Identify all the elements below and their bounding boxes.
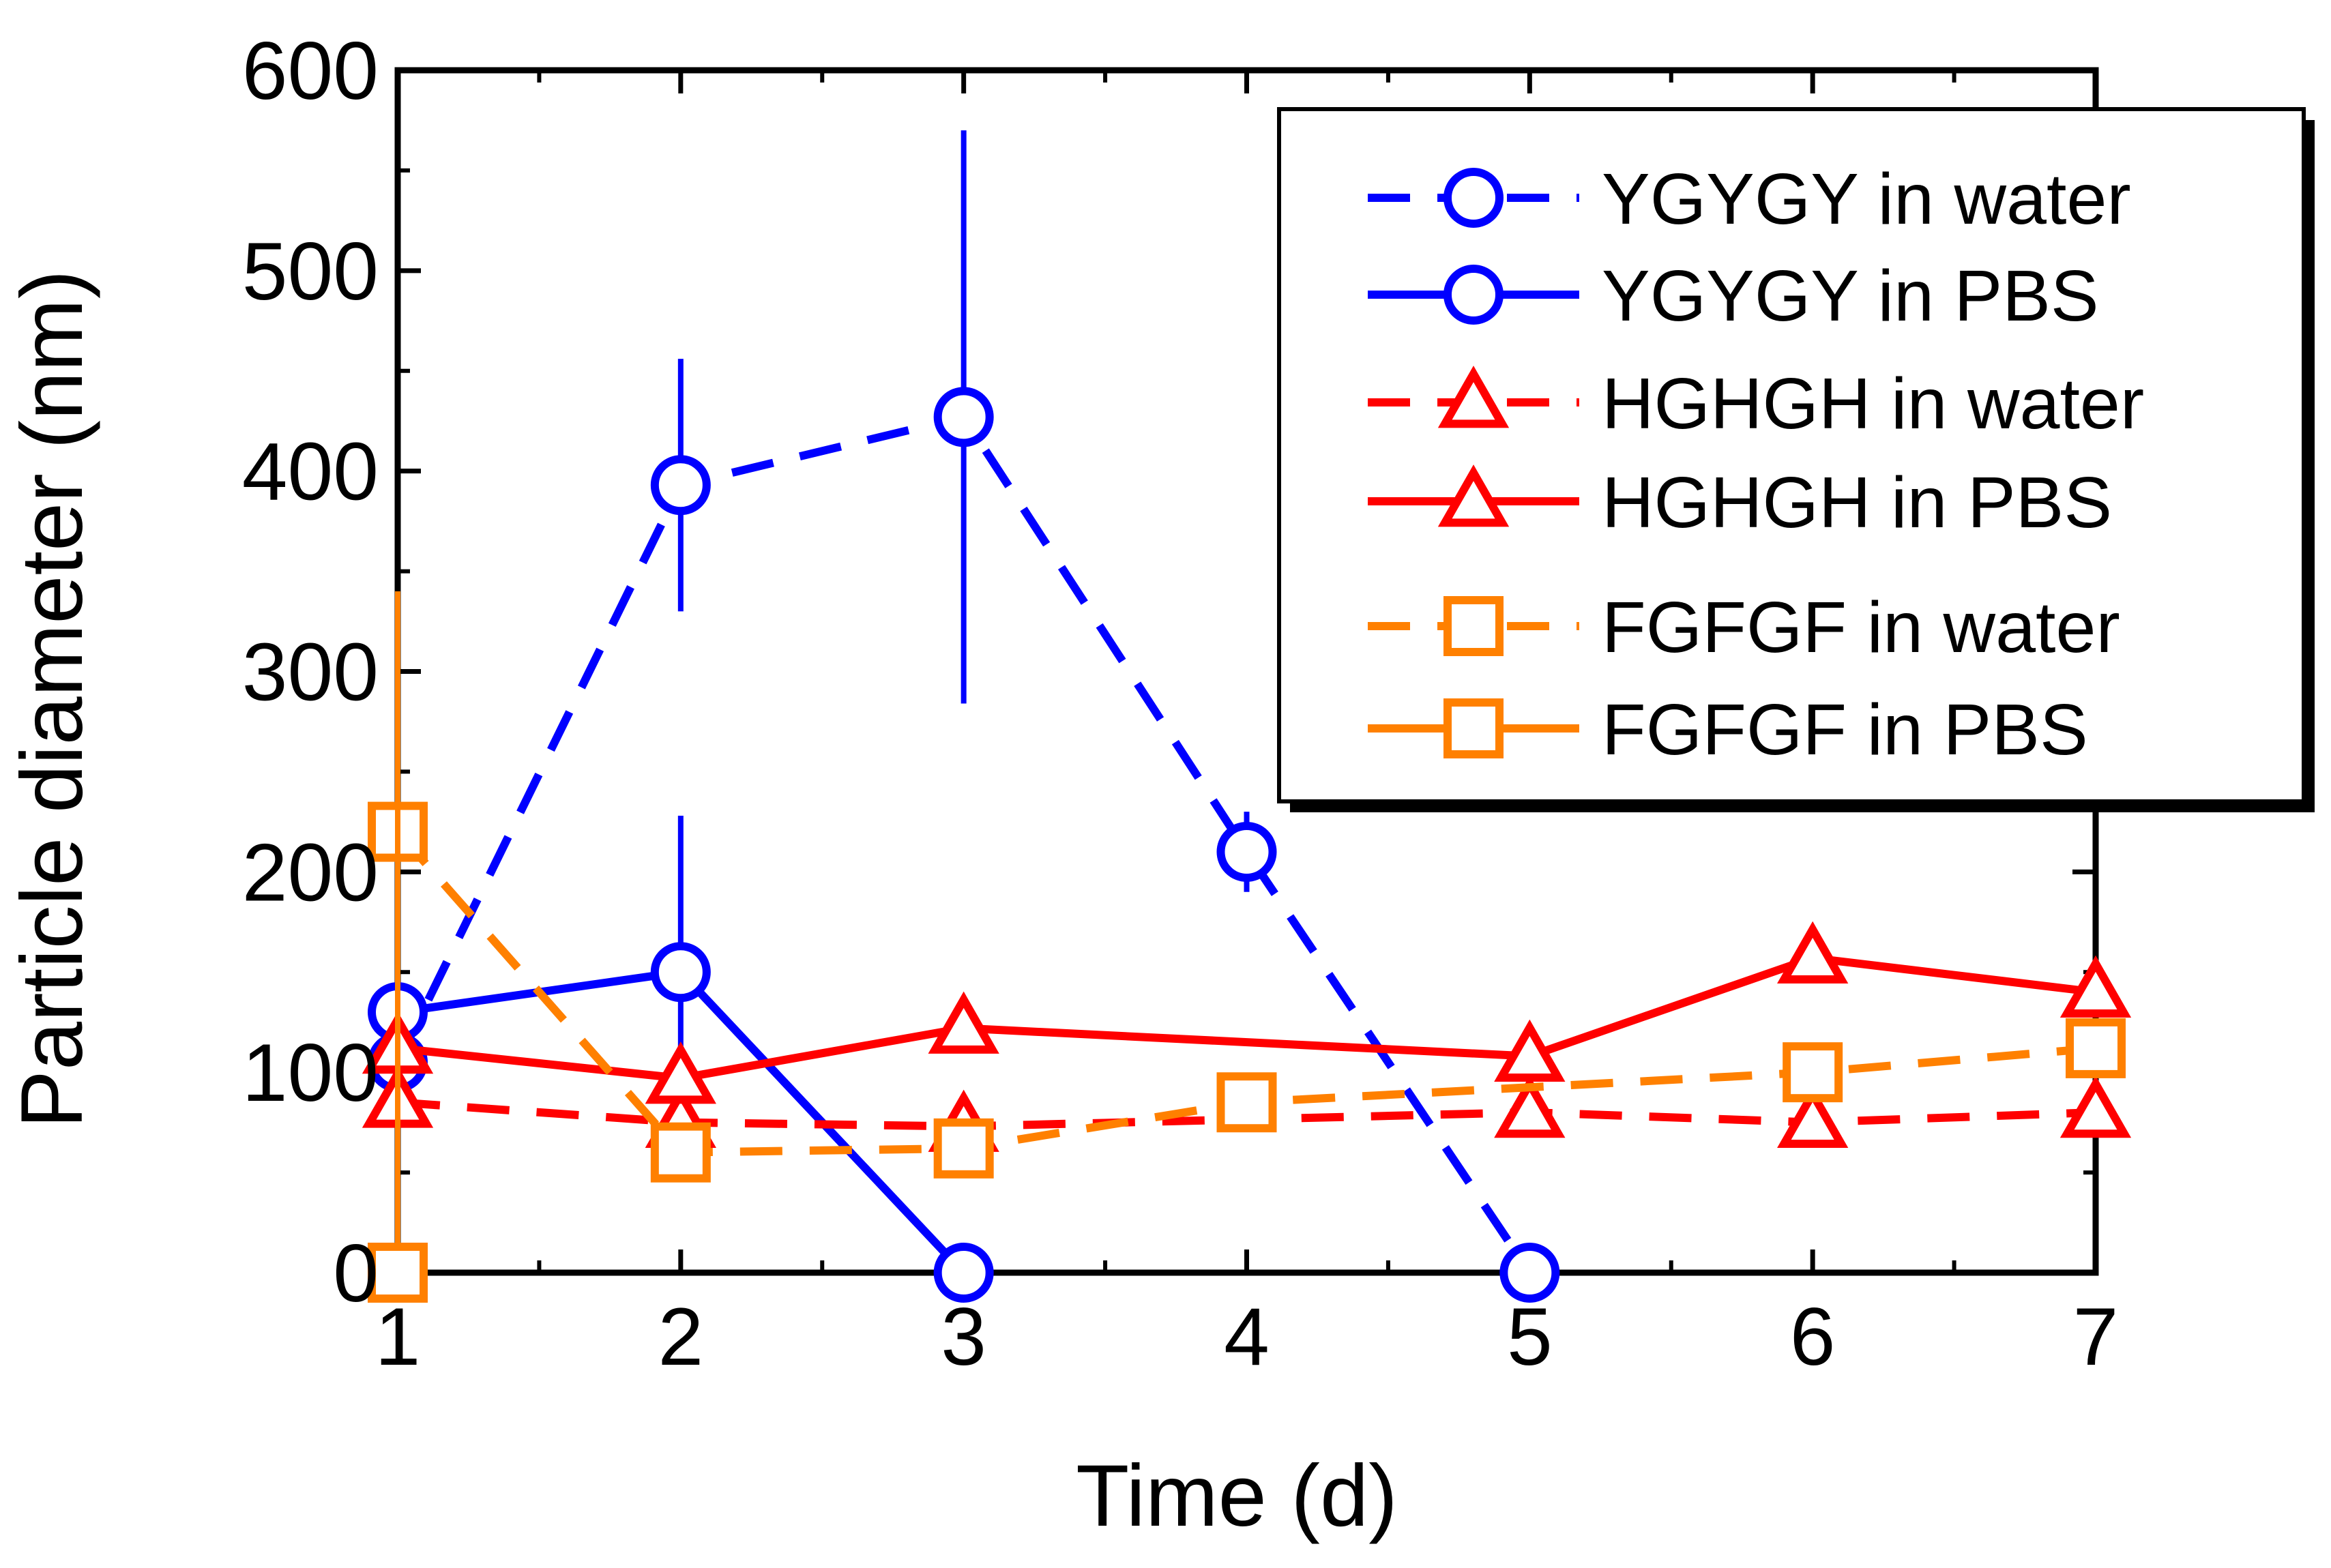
legend-marker [1443, 168, 1504, 228]
y-tick-label: 400 [242, 426, 379, 518]
data-point [650, 455, 711, 516]
legend-label: FGFGF in water [1602, 587, 2120, 668]
data-point [2059, 1076, 2132, 1138]
data-point [1783, 1042, 1843, 1103]
y-tick-label: 600 [242, 25, 379, 117]
data-point [1777, 921, 1849, 984]
legend-marker [1443, 698, 1504, 758]
legend-label: YGYGY in water [1602, 159, 2131, 239]
y-tick-label: 200 [242, 827, 379, 918]
data-point [1494, 1076, 1566, 1138]
data-point [1499, 1243, 1560, 1303]
tick-labels: 1 2 3 4 5 6 7 0 100 200 300 400 500 600 [242, 25, 2119, 1382]
data-point [933, 387, 994, 447]
legend-marker [1443, 596, 1504, 656]
data-point [933, 1118, 994, 1179]
series-group [362, 130, 2132, 1303]
data-point [2059, 955, 2132, 1018]
y-tick-label: 500 [242, 226, 379, 317]
data-point [2066, 1018, 2126, 1078]
legend-marker [1437, 464, 1510, 527]
data-point [645, 1041, 716, 1104]
legend-box [1277, 107, 2306, 803]
series-line [397, 953, 2096, 1082]
series-hghgh-in-pbs [362, 921, 2132, 1104]
series-fgfgf-in-pbs [368, 591, 428, 1303]
legend: YGYGY in water YGYGY in PBS HGHGH in water… [1277, 107, 2315, 812]
data-point [1494, 1019, 1566, 1082]
x-axis-title: Time (d) [1076, 1447, 1398, 1545]
x-tick-label: 6 [1790, 1291, 1836, 1382]
x-tick-label: 5 [1507, 1291, 1553, 1382]
legend-label: HGHGH in water [1602, 364, 2144, 444]
y-tick-label: 0 [333, 1228, 379, 1319]
legend-marker [1443, 265, 1504, 325]
x-tick-label: 7 [2073, 1291, 2119, 1382]
y-tick-label: 100 [242, 1027, 379, 1119]
y-tick-label: 300 [242, 627, 379, 718]
x-tick-label: 2 [658, 1291, 703, 1382]
y-axis-title: Particle diameter (nm) [3, 270, 101, 1129]
data-point [650, 942, 711, 1003]
x-tick-label: 3 [941, 1291, 986, 1382]
data-point [1216, 1072, 1277, 1133]
series-fgfgf-in-water [368, 801, 2126, 1183]
series-line [394, 829, 2096, 1157]
x-tick-label: 4 [1224, 1291, 1270, 1382]
data-point [928, 991, 999, 1054]
data-point [1216, 821, 1277, 882]
legend-label: YGYGY in PBS [1602, 256, 2099, 336]
data-point [650, 1122, 711, 1183]
data-point [1777, 1085, 1849, 1148]
legend-label: HGHGH in PBS [1602, 462, 2112, 543]
x-tick-label: 1 [375, 1291, 421, 1382]
data-point [368, 1243, 428, 1303]
legend-marker [1437, 366, 1510, 428]
data-point [933, 1243, 994, 1303]
legend-label: FGFGF in PBS [1602, 690, 2088, 770]
